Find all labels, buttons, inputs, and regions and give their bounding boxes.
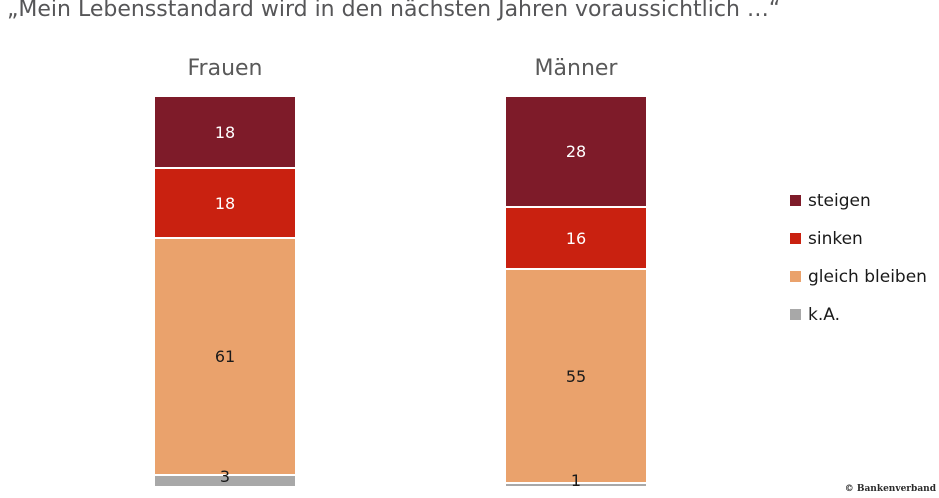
stacked-bar-frauen: 18 18 61 3 <box>155 97 295 486</box>
legend-swatch-steigen-icon <box>790 195 801 206</box>
segment-sinken: 18 <box>155 167 295 238</box>
legend-label-sinken: sinken <box>808 228 863 249</box>
segment-value-label: 16 <box>565 228 587 248</box>
category-label-frauen: Frauen <box>187 56 263 81</box>
segment-value-label: 28 <box>565 141 587 161</box>
legend-item-ka: k.A. <box>790 303 927 326</box>
bar-column-frauen: Frauen 18 18 61 3 <box>155 56 295 486</box>
segment-steigen: 28 <box>506 97 646 206</box>
segment-value-label: 61 <box>214 347 236 367</box>
segment-steigen: 18 <box>155 97 295 168</box>
legend-item-steigen: steigen <box>790 189 927 212</box>
segment-gleich-bleiben: 61 <box>155 237 295 475</box>
segment-sinken: 16 <box>506 205 646 269</box>
segment-k-a-: 1 <box>506 471 646 490</box>
legend-swatch-ka-icon <box>790 309 801 320</box>
legend-item-gleich-bleiben: gleich bleiben <box>790 265 927 288</box>
legend-label-steigen: steigen <box>808 190 871 211</box>
legend: steigen sinken gleich bleiben k.A. <box>790 189 927 341</box>
legend-label-gleich-bleiben: gleich bleiben <box>808 266 927 287</box>
source-credit: © Bankenverband <box>844 484 936 494</box>
segment-k-a-: 3 <box>155 467 295 486</box>
segment-value-label: 18 <box>214 193 236 213</box>
segment-gleich-bleiben: 55 <box>506 268 646 483</box>
stacked-bar-maenner: 28 16 55 1 <box>506 97 646 490</box>
chart-title: „Mein Lebensstandard wird in den nächste… <box>7 0 781 22</box>
segment-value-label: 3 <box>219 466 231 486</box>
legend-item-sinken: sinken <box>790 227 927 250</box>
bar-column-maenner: Männer 28 16 55 1 <box>506 56 646 490</box>
segment-value-label: 18 <box>214 122 236 142</box>
legend-label-ka: k.A. <box>808 304 840 325</box>
legend-swatch-gleich-bleiben-icon <box>790 271 801 282</box>
segment-value-label: 1 <box>570 470 582 490</box>
legend-swatch-sinken-icon <box>790 233 801 244</box>
segment-value-label: 55 <box>565 366 587 386</box>
category-label-maenner: Männer <box>534 56 618 81</box>
